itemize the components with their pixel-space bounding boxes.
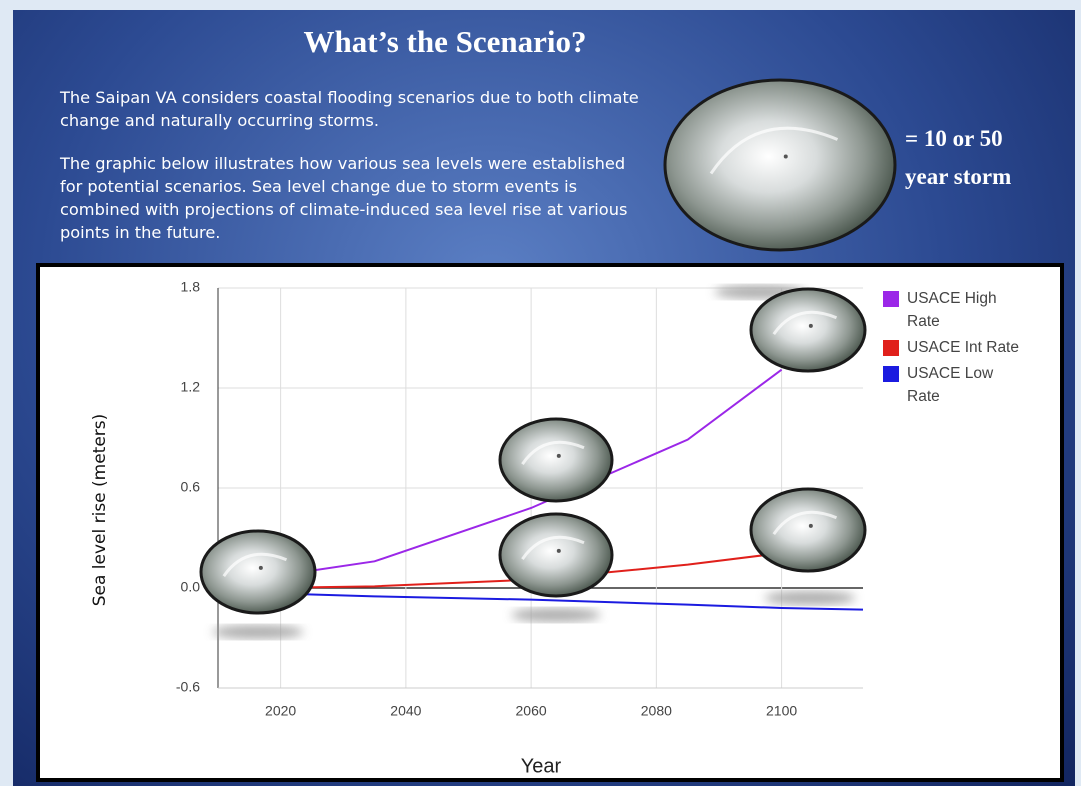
storm-icon bbox=[498, 417, 614, 503]
icon-shadow bbox=[764, 591, 856, 605]
storm-eye bbox=[556, 548, 561, 553]
x-axis-label: Year bbox=[521, 755, 562, 777]
storm-eye bbox=[258, 565, 263, 570]
x-tick-label: 2040 bbox=[390, 703, 421, 719]
legend-swatch bbox=[883, 291, 899, 307]
x-tick-label: 2060 bbox=[516, 703, 547, 719]
legend-label: USACE Low Rate bbox=[907, 365, 994, 405]
x-tick-label: 2020 bbox=[265, 703, 296, 719]
storm-label-line: = 10 or 50 bbox=[905, 126, 1003, 151]
x-tick-label: 2080 bbox=[641, 703, 672, 719]
storm-swirl bbox=[521, 440, 585, 465]
paragraph: The graphic below illustrates how variou… bbox=[60, 154, 628, 242]
legend-entry: USACE Int Rate bbox=[883, 336, 1027, 359]
legend-label: USACE High Rate bbox=[907, 290, 997, 330]
storm-swirl bbox=[222, 552, 288, 577]
storm-icon bbox=[663, 78, 897, 252]
series-line bbox=[261, 368, 783, 579]
storm-icons bbox=[199, 78, 897, 639]
storm-swirl bbox=[772, 310, 838, 335]
storm-eye bbox=[808, 323, 813, 328]
legend: USACE High Rate USACE Int Rate USACE Low R… bbox=[883, 287, 1043, 411]
y-tick-label: 1.8 bbox=[181, 279, 201, 295]
legend-label: USACE Int Rate bbox=[907, 339, 1019, 356]
y-tick-label: 0.0 bbox=[181, 579, 201, 595]
storm-swirl bbox=[709, 126, 839, 175]
storm-label-line: year storm bbox=[905, 164, 1012, 189]
storm-label: = 10 or 50 year storm bbox=[905, 120, 1011, 196]
storm-swirl bbox=[521, 535, 585, 560]
y-tick-label: 1.2 bbox=[181, 379, 201, 395]
legend-entry: USACE Low Rate bbox=[883, 362, 1027, 408]
storm-swirl bbox=[772, 510, 838, 535]
storm-icon bbox=[199, 529, 317, 615]
icon-shadow bbox=[212, 625, 304, 639]
legend-swatch bbox=[883, 340, 899, 356]
paragraph: The Saipan VA considers coastal flooding… bbox=[60, 88, 639, 130]
series-line bbox=[261, 592, 864, 611]
y-axis-label: Sea level rise (meters) bbox=[90, 414, 110, 607]
y-tick-label: -0.6 bbox=[176, 679, 200, 695]
slide-title: What’s the Scenario? bbox=[303, 24, 587, 59]
storm-eye bbox=[808, 523, 813, 528]
x-tick-label: 2100 bbox=[766, 703, 797, 719]
storm-icon bbox=[749, 287, 867, 373]
icon-shadow bbox=[511, 608, 601, 622]
y-tick-label: 0.6 bbox=[181, 479, 201, 495]
storm-eye bbox=[783, 154, 788, 159]
storm-icon bbox=[749, 487, 867, 573]
storm-eye bbox=[556, 453, 561, 458]
storm-icon bbox=[498, 512, 614, 598]
legend-entry: USACE High Rate bbox=[883, 287, 1027, 333]
legend-swatch bbox=[883, 366, 899, 382]
